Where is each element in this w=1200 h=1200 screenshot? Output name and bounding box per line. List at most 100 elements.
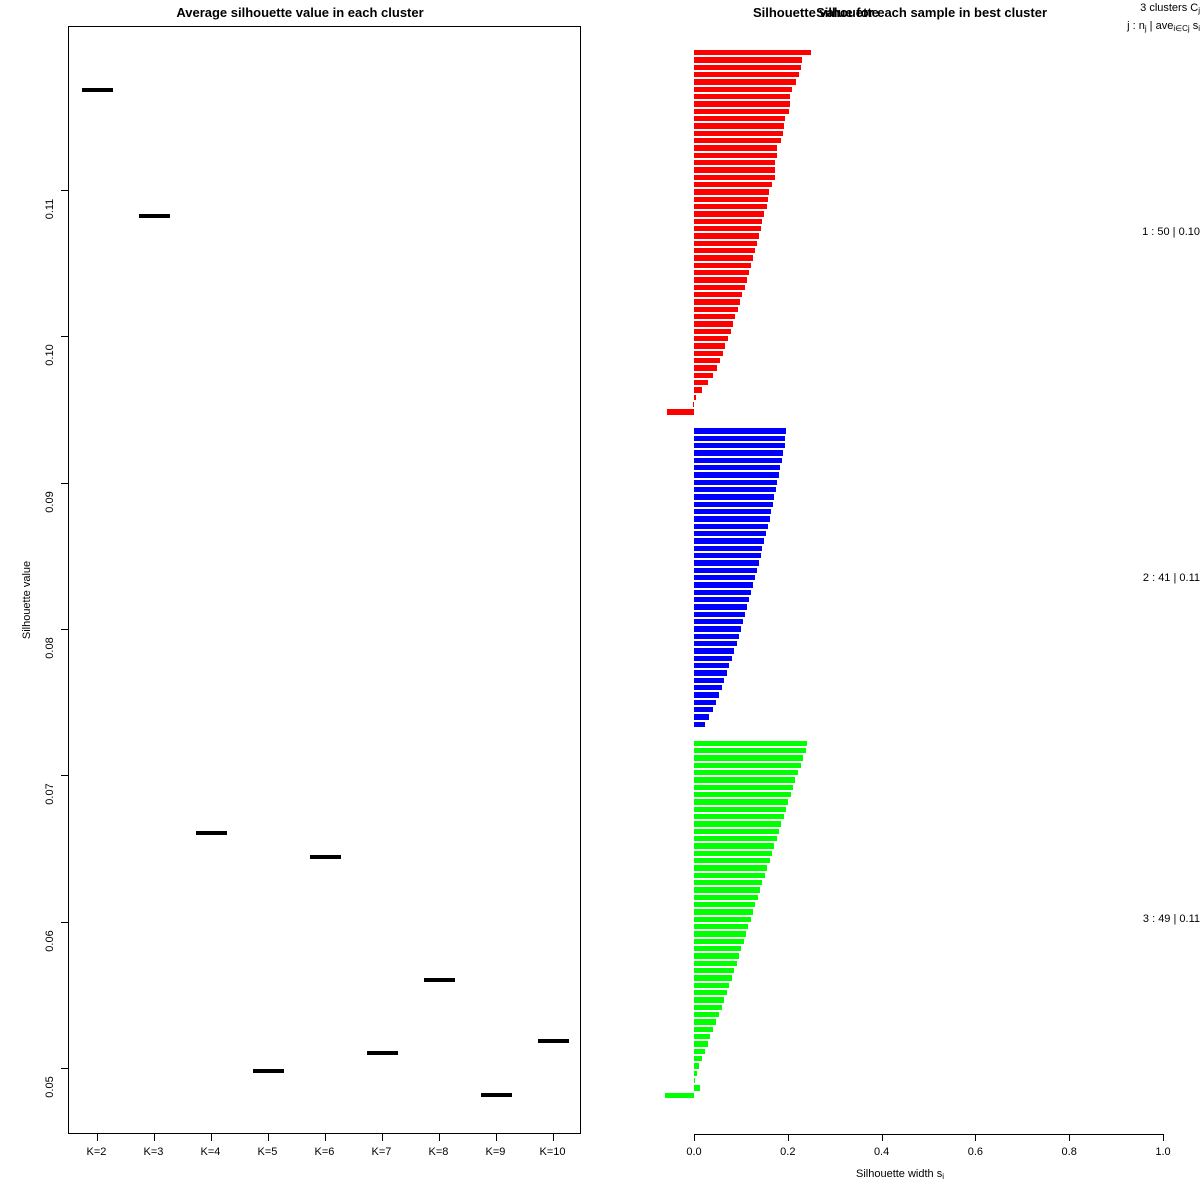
left-y-tick-label: 0.06 xyxy=(44,930,56,952)
silhouette-bar xyxy=(694,115,785,122)
silhouette-bar xyxy=(694,108,790,114)
legend-formula-sub-icj: i∈Cj xyxy=(1173,24,1190,33)
left-y-tick-label: 0.10 xyxy=(44,344,56,367)
silhouette-bar xyxy=(694,684,722,691)
left-y-tick xyxy=(61,1068,68,1070)
silhouette-bar xyxy=(694,755,804,761)
left-y-tick xyxy=(61,189,68,191)
silhouette-bar xyxy=(694,435,786,441)
silhouette-bar xyxy=(694,291,743,298)
silhouette-bar xyxy=(694,582,754,588)
left-y-tick-label: 0.11 xyxy=(44,198,56,220)
legend-formula-part-a: j : n xyxy=(1127,20,1145,32)
silhouette-bar xyxy=(694,181,773,188)
right-plot-panel: Silhouette value for each sample in best… xyxy=(600,0,1200,1200)
silhouette-bar xyxy=(694,387,703,393)
silhouette-bar xyxy=(694,335,729,342)
right-x-tick xyxy=(694,1134,695,1141)
silhouette-bar xyxy=(694,218,763,224)
legend-formula-sub-i: i xyxy=(1198,24,1200,33)
left-y-tick xyxy=(61,775,68,777)
left-x-tick-label: K=9 xyxy=(485,1146,506,1158)
silhouette-bar xyxy=(694,225,761,232)
right-x-tick xyxy=(787,1134,789,1141)
silhouette-bar xyxy=(694,784,793,790)
silhouette-bar xyxy=(694,365,717,371)
silhouette-bar xyxy=(694,938,744,944)
silhouette-bar xyxy=(694,93,791,100)
right-x-axis-label: Silhouette width si xyxy=(600,1168,1200,1181)
silhouette-bar xyxy=(694,960,737,966)
silhouette-bar xyxy=(694,946,742,952)
left-x-tick-label: K=2 xyxy=(86,1146,107,1158)
silhouette-bar xyxy=(694,770,799,776)
right-x-axis-label-subscript: i xyxy=(942,1172,944,1181)
silhouette-bar xyxy=(694,465,781,471)
legend-cluster-count-subscript: j xyxy=(1198,6,1200,15)
right-x-tick-label: 0.2 xyxy=(780,1146,796,1158)
silhouette-bar xyxy=(694,343,726,349)
right-x-tick-label: 0.6 xyxy=(967,1146,984,1158)
silhouette-bar xyxy=(694,501,773,507)
silhouette-bar xyxy=(694,799,789,805)
left-x-tick xyxy=(495,1134,497,1141)
silhouette-bar xyxy=(694,1063,700,1069)
legend-formula: j : nj | avei∈Cj si xyxy=(1127,20,1200,33)
silhouette-bar xyxy=(694,189,770,195)
average-silhouette-segment xyxy=(252,1068,285,1073)
silhouette-bar xyxy=(694,806,786,812)
silhouette-bar xyxy=(694,589,752,595)
left-y-axis-label: Silhouette value xyxy=(21,560,33,640)
silhouette-bar xyxy=(694,618,743,625)
silhouette-bar xyxy=(694,706,713,713)
left-y-tick xyxy=(61,482,68,484)
left-plot-area xyxy=(69,27,580,1133)
silhouette-bar xyxy=(694,748,806,754)
silhouette-bar xyxy=(694,457,782,463)
silhouette-bar xyxy=(694,1041,708,1047)
silhouette-bar xyxy=(694,101,790,107)
cluster-summary-label: 1 : 50 | 0.10 xyxy=(1142,226,1200,239)
silhouette-bar xyxy=(694,677,725,683)
silhouette-bar xyxy=(694,872,765,878)
silhouette-bar xyxy=(694,814,784,820)
left-x-tick-label: K=10 xyxy=(539,1146,566,1158)
silhouette-bar xyxy=(694,894,758,900)
silhouette-bar xyxy=(694,953,740,959)
average-silhouette-segment xyxy=(309,854,342,859)
silhouette-bar xyxy=(694,1026,714,1032)
silhouette-bar xyxy=(694,777,796,783)
silhouette-bar xyxy=(694,130,784,136)
right-x-axis-line xyxy=(694,1134,1163,1135)
silhouette-bar xyxy=(694,350,723,356)
silhouette-bar xyxy=(694,159,776,166)
left-y-tick-label: 0.09 xyxy=(44,490,56,513)
silhouette-bar xyxy=(694,516,770,522)
left-plot-title: Average silhouette value in each cluster xyxy=(176,5,424,20)
left-y-tick xyxy=(61,921,68,923)
silhouette-bar xyxy=(694,836,777,842)
silhouette-bar xyxy=(694,328,731,334)
silhouette-bar xyxy=(694,567,757,573)
silhouette-bar xyxy=(694,123,785,129)
left-y-tick xyxy=(61,336,68,338)
silhouette-bar xyxy=(694,1070,697,1076)
silhouette-bar xyxy=(694,531,767,537)
silhouette-bar xyxy=(694,611,746,617)
right-x-tick-label: 0.4 xyxy=(873,1146,890,1158)
silhouette-bar xyxy=(694,1034,711,1040)
right-x-tick xyxy=(1163,1134,1164,1141)
silhouette-bar xyxy=(693,401,695,408)
silhouette-bar xyxy=(694,560,759,566)
silhouette-bar xyxy=(694,604,747,610)
right-x-axis-label-text: Silhouette width s xyxy=(856,1168,943,1180)
average-silhouette-segment xyxy=(81,87,114,92)
silhouette-bar xyxy=(694,792,791,798)
right-plot-title: Silhouette value for each sample in best… xyxy=(752,5,1048,20)
silhouette-bar xyxy=(694,71,800,78)
left-x-tick xyxy=(153,1134,155,1141)
legend-formula-sub-j: j xyxy=(1144,24,1147,33)
right-x-tick-label: 0.8 xyxy=(1061,1146,1077,1158)
silhouette-bar xyxy=(694,472,779,478)
